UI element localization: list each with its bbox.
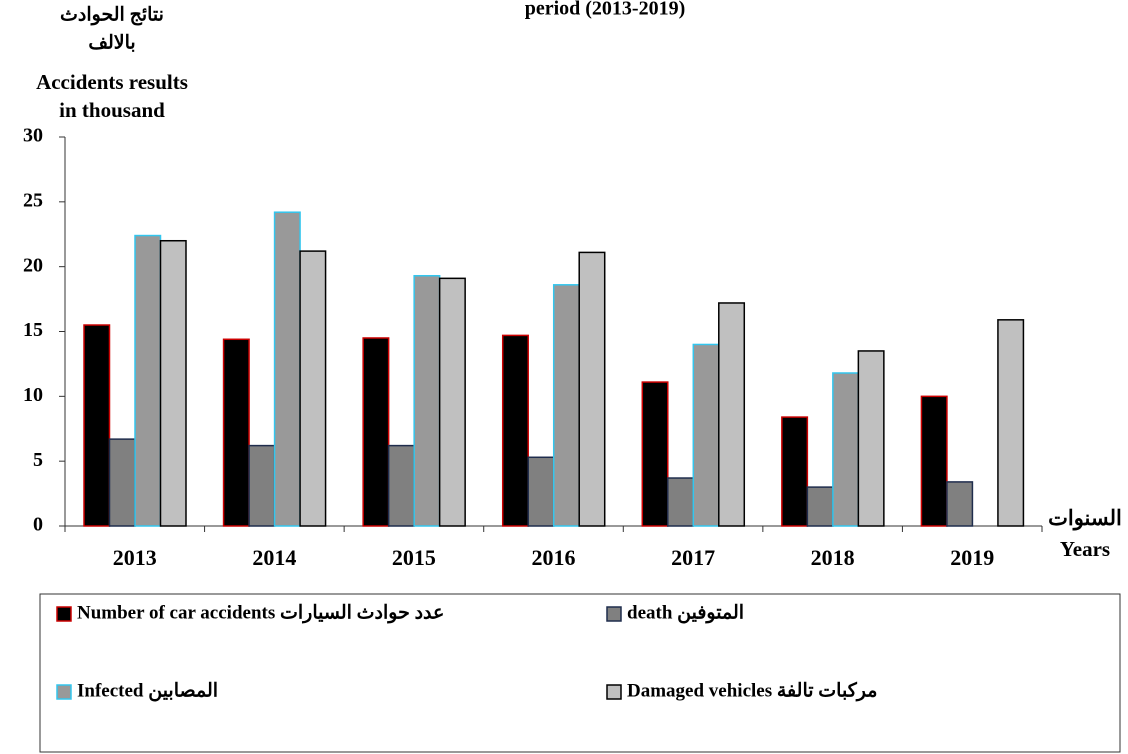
bar bbox=[641, 381, 669, 527]
y-axis-label: نتائج الحوادث bbox=[60, 4, 164, 25]
legend-label: Number of car accidents عدد حوادث السيار… bbox=[77, 602, 444, 623]
bar bbox=[832, 372, 860, 527]
bar bbox=[362, 337, 390, 527]
bar bbox=[159, 239, 187, 527]
x-tick-label: 2014 bbox=[252, 545, 296, 570]
y-axis-label: Accidents results bbox=[36, 70, 188, 94]
bar bbox=[134, 234, 162, 527]
bar bbox=[108, 438, 136, 527]
bar bbox=[527, 456, 555, 527]
y-tick-label: 15 bbox=[23, 319, 43, 341]
y-tick-label: 30 bbox=[23, 125, 43, 147]
x-axis-label: Years bbox=[1060, 537, 1110, 561]
bar bbox=[299, 250, 327, 527]
y-tick-label: 25 bbox=[23, 189, 43, 211]
y-tick-label: 10 bbox=[23, 384, 43, 406]
bar bbox=[692, 343, 720, 527]
bar bbox=[578, 251, 606, 527]
x-tick-label: 2017 bbox=[671, 545, 715, 570]
y-tick-label: 0 bbox=[33, 514, 43, 536]
legend-swatch bbox=[606, 606, 622, 622]
y-tick-label: 5 bbox=[33, 449, 43, 471]
chart-title: period (2013-2019) bbox=[525, 0, 686, 20]
legend-label: Infected المصابين bbox=[77, 680, 218, 701]
legend-box bbox=[39, 593, 1121, 753]
x-tick-label: 2016 bbox=[532, 545, 576, 570]
y-tick-label: 20 bbox=[23, 254, 43, 276]
x-tick-label: 2019 bbox=[950, 545, 994, 570]
y-axis-label: بالالف bbox=[88, 32, 135, 53]
bar bbox=[920, 395, 948, 527]
legend-swatch bbox=[56, 684, 72, 700]
legend-label: Damaged vehicles مركبات تالفة bbox=[627, 680, 877, 701]
bar bbox=[718, 302, 746, 527]
bar bbox=[552, 284, 580, 527]
bar bbox=[83, 324, 111, 527]
bar bbox=[438, 277, 466, 527]
legend-swatch bbox=[606, 684, 622, 700]
bar bbox=[857, 350, 885, 527]
x-tick-label: 2018 bbox=[811, 545, 855, 570]
bar bbox=[667, 477, 695, 527]
x-tick-label: 2013 bbox=[113, 545, 157, 570]
bar bbox=[781, 416, 809, 527]
x-tick-label: 2015 bbox=[392, 545, 436, 570]
y-axis-label: in thousand bbox=[59, 98, 165, 122]
bar bbox=[806, 486, 834, 527]
x-axis-label: السنوات bbox=[1048, 506, 1122, 531]
legend-swatch bbox=[56, 606, 72, 622]
bar bbox=[946, 481, 974, 527]
legend-label: death المتوفين bbox=[627, 602, 744, 623]
bar bbox=[387, 444, 415, 527]
bar bbox=[273, 211, 301, 527]
bar bbox=[501, 334, 529, 527]
bar bbox=[997, 319, 1025, 527]
bar bbox=[248, 444, 276, 527]
bar bbox=[222, 338, 250, 527]
bar bbox=[413, 274, 441, 527]
